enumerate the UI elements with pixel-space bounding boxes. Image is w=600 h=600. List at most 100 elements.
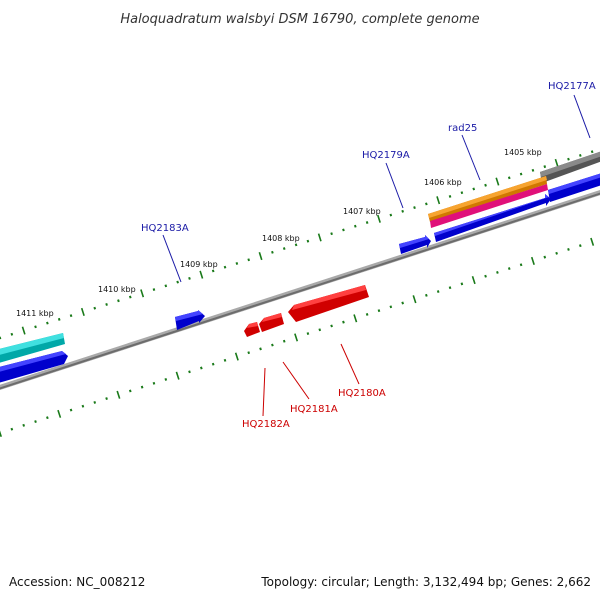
callout-hq2179a (385, 162, 404, 209)
label-hq2180a[interactable]: HQ2180A (338, 388, 386, 399)
feature-orange-bar[interactable] (428, 176, 547, 222)
tick-mark-lower (247, 351, 251, 355)
tick-mark-lower (140, 385, 144, 389)
tick-mark-upper (448, 194, 452, 198)
tick-mark-upper (211, 269, 215, 273)
tick-mark-upper (10, 332, 14, 336)
tick-mark-upper (507, 176, 511, 180)
tick-mark-lower (175, 371, 180, 380)
tick-mark-upper (152, 288, 156, 292)
tick-mark-lower (22, 423, 26, 427)
kbp-label-1406: 1406 kbp (424, 178, 462, 187)
feature-cyan-bar[interactable] (0, 333, 65, 364)
tick-mark-upper (140, 289, 145, 298)
tick-mark-lower (496, 270, 499, 274)
tick-mark-lower (507, 267, 511, 271)
label-hq2182a[interactable]: HQ2182A (242, 419, 290, 430)
tick-mark-lower (567, 248, 570, 251)
tick-mark-upper (164, 284, 168, 288)
feature-gray-bar[interactable] (540, 150, 600, 183)
tick-mark-upper (531, 168, 535, 172)
tick-mark-lower (81, 404, 85, 408)
tick-mark-upper (413, 206, 416, 210)
tick-mark-upper (401, 209, 404, 213)
summary-text: Topology: circular; Length: 3,132,494 bp… (260, 575, 591, 589)
gene-hq2183a-arrow[interactable] (175, 310, 205, 330)
tick-mark-lower (543, 255, 547, 259)
tick-mark-upper (425, 202, 428, 206)
label-hq2181a[interactable]: HQ2181A (290, 404, 338, 415)
callout-rad25 (461, 134, 481, 181)
tick-mark-upper (543, 165, 547, 169)
tick-mark-lower (34, 420, 37, 423)
tick-mark-lower (555, 251, 558, 255)
kbp-label-1407: 1407 kbp (343, 207, 381, 216)
tick-mark-lower (188, 370, 191, 374)
tick-mark-lower (519, 263, 523, 267)
tick-mark-lower (116, 390, 121, 399)
tick-mark-lower (46, 416, 49, 420)
tick-mark-upper (46, 321, 49, 325)
tick-mark-upper (554, 158, 559, 167)
tick-mark-lower (318, 328, 322, 332)
tick-marks (0, 150, 595, 438)
tick-mark-upper (117, 299, 120, 303)
tick-mark-upper (590, 150, 594, 154)
label-rad25[interactable]: rad25 (448, 123, 477, 134)
tick-mark-lower (69, 408, 73, 412)
tick-mark-lower (436, 290, 440, 293)
tick-mark-upper (235, 262, 239, 265)
tick-mark-upper (460, 191, 464, 195)
gene-hq2180a-arrow[interactable] (288, 285, 369, 322)
gene-hq2181a-arrow[interactable] (259, 313, 284, 332)
tick-mark-lower (412, 295, 417, 304)
gene-hq2179a-arrow[interactable] (399, 235, 431, 254)
tick-mark-upper (294, 243, 298, 247)
tick-mark-upper (69, 314, 73, 318)
accession-text: Accession: NC_008212 (9, 575, 145, 589)
kbp-label-1409: 1409 kbp (180, 260, 218, 269)
tick-mark-lower (471, 276, 476, 285)
tick-mark-lower (200, 366, 203, 370)
tick-mark-upper (21, 326, 26, 335)
label-hq2177a[interactable]: HQ2177A (548, 81, 596, 92)
gene-hq2182a-arrow[interactable] (244, 322, 260, 337)
tick-mark-upper (176, 280, 179, 284)
tick-mark-upper (436, 196, 441, 205)
gene-left-blue-arrow[interactable] (0, 351, 68, 384)
kbp-label-1411: 1411 kbp (16, 309, 54, 318)
tick-mark-upper (247, 258, 251, 262)
tick-mark-lower (484, 274, 487, 278)
tick-mark-upper (282, 247, 286, 251)
tick-mark-lower (10, 427, 14, 431)
tick-mark-lower (294, 333, 299, 342)
tick-mark-lower (365, 313, 369, 316)
tick-mark-upper (306, 239, 310, 243)
tick-mark-upper (188, 276, 191, 280)
tick-mark-lower (282, 339, 286, 343)
tick-mark-lower (271, 343, 274, 347)
genome-backbone-shade (0, 192, 600, 390)
tick-mark-lower (105, 397, 108, 401)
tick-mark-upper (353, 224, 357, 228)
tick-mark-lower (590, 237, 595, 246)
tick-mark-upper (484, 183, 487, 187)
label-hq2179a[interactable]: HQ2179A (362, 150, 410, 161)
tick-mark-upper (578, 154, 582, 157)
kbp-label-1408: 1408 kbp (262, 234, 300, 243)
tick-mark-lower (152, 381, 156, 385)
tick-mark-upper (199, 270, 204, 279)
gene-rad25-arrow[interactable] (434, 194, 551, 242)
feature-magenta-bar[interactable] (430, 184, 548, 228)
tick-mark-upper (258, 251, 263, 261)
tick-mark-lower (448, 286, 452, 290)
tick-mark-upper (223, 265, 227, 269)
label-hq2183a[interactable]: HQ2183A (141, 223, 189, 234)
map-title: Haloquadratum walsbyi DSM 16790, complet… (120, 12, 479, 27)
tick-mark-lower (425, 293, 428, 297)
tick-mark-upper (93, 306, 97, 310)
gene-hq2177a-arrow[interactable] (548, 172, 600, 202)
tick-mark-upper (342, 228, 345, 232)
tick-mark-upper (472, 187, 476, 191)
tick-mark-lower (578, 244, 582, 248)
